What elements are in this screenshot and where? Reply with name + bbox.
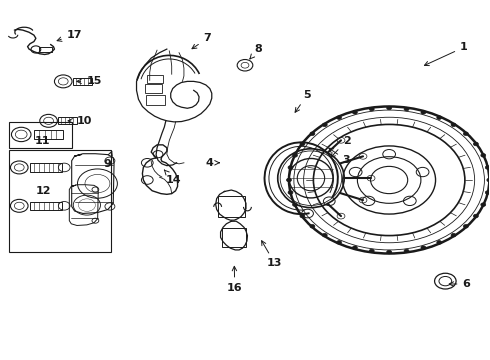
Text: 1: 1: [424, 42, 468, 66]
Text: 4: 4: [205, 158, 219, 168]
Circle shape: [481, 154, 486, 157]
Bar: [39, 47, 52, 51]
Circle shape: [310, 132, 315, 135]
Bar: [73, 78, 92, 85]
Text: 11: 11: [35, 136, 50, 146]
Text: 15: 15: [77, 76, 101, 86]
Bar: [147, 75, 163, 83]
Circle shape: [352, 111, 357, 114]
Circle shape: [337, 116, 342, 120]
Text: 2: 2: [331, 136, 350, 157]
Text: 16: 16: [227, 266, 243, 293]
Circle shape: [464, 225, 468, 228]
Circle shape: [287, 178, 292, 182]
Text: 17: 17: [57, 30, 82, 41]
Circle shape: [404, 107, 409, 111]
Circle shape: [322, 123, 327, 127]
Circle shape: [437, 240, 441, 244]
Circle shape: [437, 116, 441, 120]
Circle shape: [487, 178, 490, 182]
Circle shape: [387, 250, 392, 254]
Circle shape: [293, 203, 297, 206]
Circle shape: [451, 123, 456, 127]
Circle shape: [481, 203, 486, 206]
Circle shape: [288, 191, 293, 194]
Bar: [9, 122, 72, 148]
Circle shape: [421, 246, 426, 249]
Circle shape: [369, 249, 374, 253]
Bar: [58, 117, 77, 125]
Circle shape: [369, 107, 374, 111]
Bar: [221, 228, 246, 247]
Text: 10: 10: [68, 116, 92, 126]
Text: 7: 7: [192, 33, 211, 49]
Bar: [30, 163, 62, 172]
Bar: [34, 130, 63, 139]
Circle shape: [473, 142, 478, 146]
Circle shape: [322, 233, 327, 237]
Circle shape: [473, 214, 478, 218]
Text: 13: 13: [262, 241, 282, 268]
Bar: [145, 84, 162, 93]
Text: 6: 6: [449, 279, 470, 289]
Bar: [30, 202, 62, 210]
Text: 8: 8: [250, 44, 263, 59]
Circle shape: [485, 166, 490, 169]
Circle shape: [293, 154, 297, 157]
Circle shape: [404, 249, 409, 253]
Circle shape: [288, 166, 293, 169]
Bar: [9, 149, 111, 252]
Text: 9: 9: [103, 151, 112, 169]
Circle shape: [300, 142, 305, 146]
Circle shape: [337, 240, 342, 244]
Text: 5: 5: [295, 90, 311, 112]
Bar: [147, 95, 165, 105]
Circle shape: [300, 214, 305, 218]
Circle shape: [310, 225, 315, 228]
Text: 3: 3: [329, 148, 350, 165]
Text: 14: 14: [164, 170, 181, 185]
Circle shape: [387, 106, 392, 110]
Circle shape: [464, 132, 468, 135]
Circle shape: [485, 191, 490, 194]
Circle shape: [451, 233, 456, 237]
Bar: [218, 196, 245, 217]
Circle shape: [352, 246, 357, 249]
Text: 12: 12: [36, 186, 51, 196]
Circle shape: [421, 111, 426, 114]
